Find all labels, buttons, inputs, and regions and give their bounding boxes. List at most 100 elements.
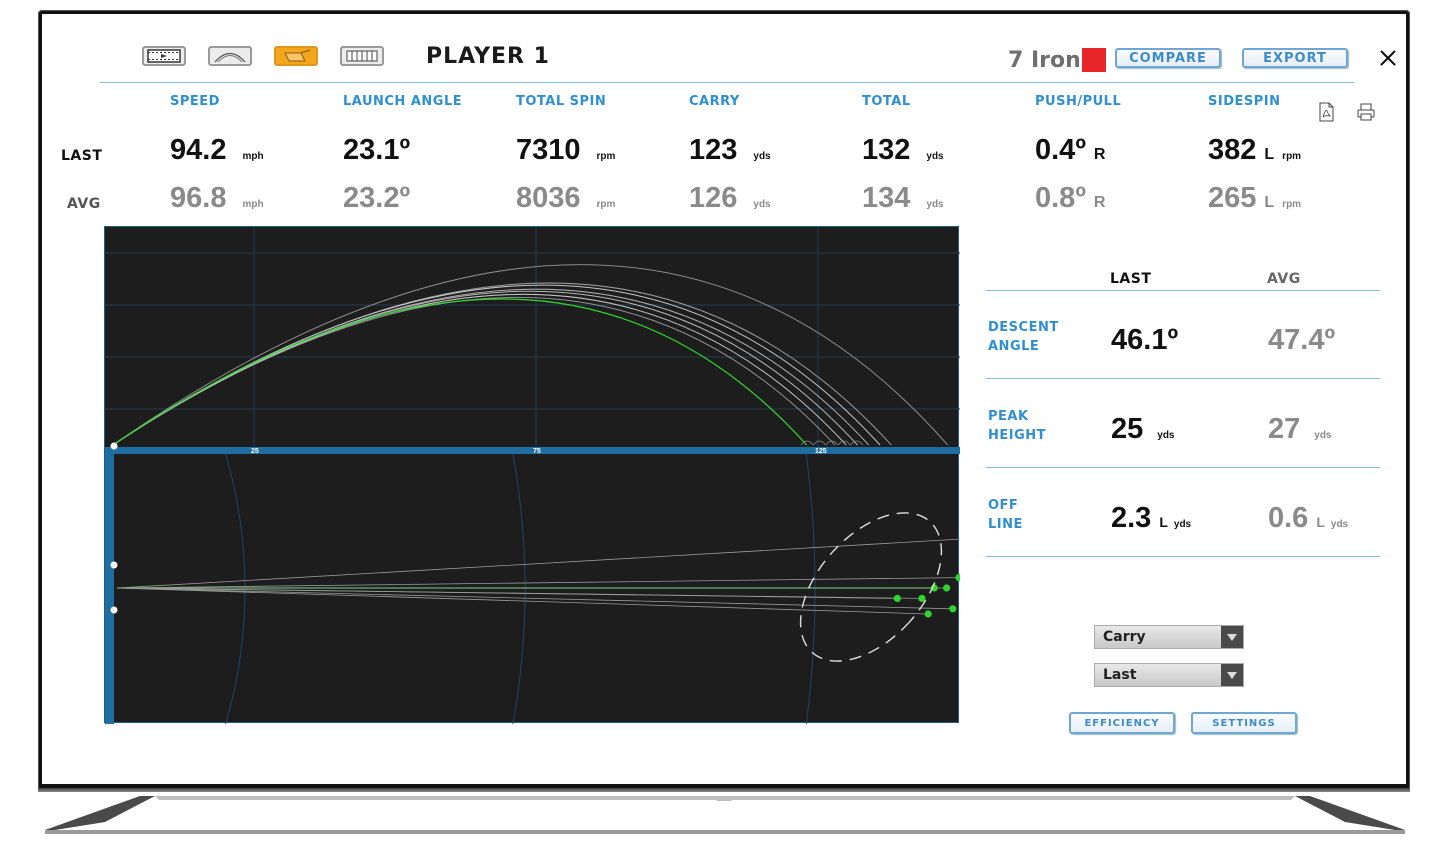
trajectory-last-line — [112, 298, 808, 446]
trajectory-line — [112, 296, 836, 446]
close-icon[interactable] — [1376, 46, 1400, 70]
metric-unit: yds — [926, 151, 944, 162]
row-label-avg: AVG — [67, 196, 101, 212]
shot-line — [116, 587, 922, 599]
panel-number: 2.3 — [1111, 502, 1152, 534]
trajectory-line — [112, 288, 870, 446]
landing-point — [924, 610, 932, 618]
metric-number: 94.2 — [170, 134, 227, 166]
shot-line — [116, 587, 953, 610]
metric-direction: R — [1093, 146, 1106, 163]
metric-header: TOTAL SPIN — [516, 94, 607, 109]
trajectory-line — [112, 293, 847, 446]
metric-dropdown[interactable]: Carry — [1094, 625, 1244, 649]
header-divider — [100, 82, 1354, 83]
panel-unit: yds — [1314, 430, 1332, 441]
x-tick-label: 125 — [815, 448, 827, 455]
trajectory-view-button[interactable] — [208, 46, 252, 66]
panel-divider — [986, 467, 1380, 468]
landing-point — [943, 584, 951, 592]
metric-value-last: 7310 rpm — [516, 134, 615, 167]
metric-number: 126 — [689, 182, 738, 214]
x-tick-label: 25 — [251, 448, 259, 455]
metric-value-avg: 23.2º — [343, 182, 426, 215]
chevron-down-icon[interactable] — [1221, 664, 1243, 686]
video-view-button[interactable] — [142, 46, 186, 66]
club-icon — [284, 49, 311, 62]
distance-arc — [512, 453, 526, 724]
export-button[interactable]: EXPORT — [1242, 48, 1348, 68]
panel-unit: yds — [1173, 519, 1192, 530]
video-icon — [147, 49, 181, 63]
table-view-button[interactable] — [340, 46, 384, 66]
metric-unit: rpm — [596, 199, 616, 210]
shot-chart: 25 75 125 — [104, 226, 960, 724]
shot-line — [116, 538, 960, 589]
bounce-line — [837, 440, 851, 446]
metric-value-last: 23.1º — [343, 134, 426, 167]
axis-marker — [110, 561, 118, 569]
metric-number: 8036 — [516, 182, 581, 214]
landing-point — [949, 605, 957, 613]
panel-value-last: 25 yds — [1111, 413, 1175, 446]
panel-row-label: DESCENT ANGLE — [988, 320, 1059, 354]
compare-button[interactable]: COMPARE — [1115, 48, 1221, 68]
metric-header: CARRY — [689, 94, 740, 109]
trajectory-line — [112, 284, 881, 446]
metric-value-last: 0.4º R — [1035, 134, 1113, 167]
panel-direction: L — [1159, 514, 1168, 530]
metric-number: 123 — [689, 134, 738, 166]
row-label-last: LAST — [61, 148, 103, 164]
panel-number: 0.6 — [1268, 502, 1309, 534]
panel-direction: L — [1316, 514, 1325, 530]
trajectory-line — [112, 264, 949, 446]
chart-canvas: 25 75 125 — [105, 227, 960, 724]
metric-number: 0.8º — [1035, 182, 1086, 214]
metric-header: TOTAL — [862, 94, 911, 109]
metric-header: LAUNCH ANGLE — [343, 94, 463, 109]
trajectory-icon — [214, 52, 246, 63]
panel-number: 25 — [1111, 413, 1144, 445]
efficiency-button[interactable]: EFFICIENCY — [1069, 712, 1175, 734]
metric-value-last: 132 yds — [862, 134, 944, 167]
panel-number: 46.1º — [1111, 324, 1179, 356]
panel-last-header: LAST — [1110, 271, 1152, 287]
bounce-line — [825, 440, 839, 446]
panel-divider — [986, 290, 1380, 291]
panel-value-last: 46.1º — [1111, 324, 1192, 357]
panel-row-label: OFF LINE — [988, 498, 1023, 532]
club-view-button[interactable] — [274, 46, 318, 66]
metric-unit: yds — [753, 199, 771, 210]
settings-button[interactable]: SETTINGS — [1191, 712, 1297, 734]
chevron-down-icon[interactable] — [1221, 626, 1243, 648]
panel-unit: yds — [1330, 519, 1349, 530]
pdf-icon[interactable] — [1316, 102, 1336, 122]
metric-direction: R — [1093, 194, 1106, 211]
metric-unit: yds — [753, 151, 771, 162]
metric-value-last: 123 yds — [689, 134, 771, 167]
metric-number: 23.2º — [343, 182, 411, 214]
metric-number: 265 — [1208, 182, 1257, 214]
metric-unit: rpm — [596, 151, 616, 162]
metric-value-avg: 126 yds — [689, 182, 771, 215]
mode-dropdown[interactable]: Last — [1094, 663, 1244, 687]
metric-number: 132 — [862, 134, 911, 166]
metric-value-avg: 8036 rpm — [516, 182, 615, 215]
landing-point — [955, 574, 960, 582]
metric-header: SIDESPIN — [1208, 94, 1281, 109]
metric-unit: rpm — [1282, 199, 1302, 210]
print-icon[interactable] — [1356, 102, 1376, 122]
dispersion-ellipse — [799, 512, 943, 662]
club-label[interactable]: 7 Iron — [1008, 48, 1081, 73]
panel-divider — [986, 556, 1380, 557]
distance-arc — [225, 453, 246, 724]
trajectory-line — [112, 282, 892, 446]
bounce-line — [813, 440, 826, 446]
club-color-swatch — [1082, 48, 1106, 72]
landing-point — [893, 594, 901, 602]
player-title: PLAYER 1 — [426, 44, 550, 69]
metric-header: SPEED — [170, 94, 220, 109]
metric-number: 23.1º — [343, 134, 411, 166]
